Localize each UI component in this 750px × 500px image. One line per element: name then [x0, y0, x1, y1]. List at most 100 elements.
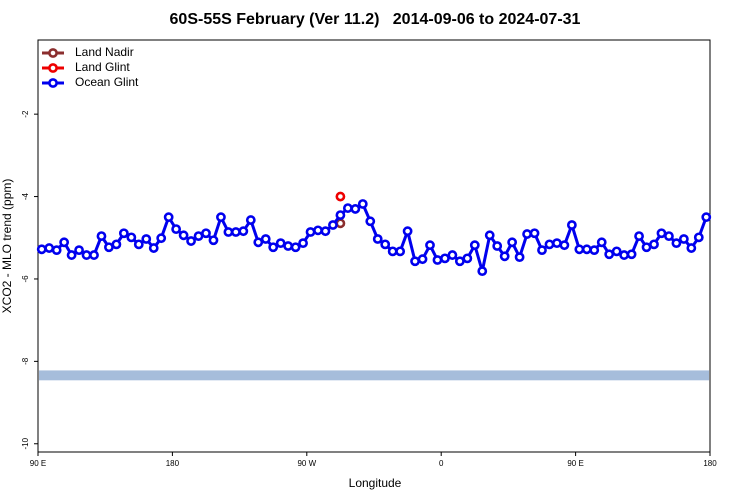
data-point — [283, 241, 294, 251]
legend-marker — [48, 78, 58, 88]
y-tick-label: -8 — [21, 357, 30, 365]
data-point — [462, 253, 473, 264]
data-point — [186, 236, 196, 246]
data-point — [260, 234, 271, 244]
data-point — [656, 228, 667, 239]
x-tick-label: 90 W — [297, 459, 316, 468]
data-point — [596, 237, 607, 248]
y-tick-label: -2 — [21, 110, 30, 118]
data-point — [686, 243, 697, 253]
data-point — [96, 231, 107, 242]
data-point — [156, 233, 167, 244]
data-point — [701, 212, 712, 223]
data-point — [499, 251, 510, 262]
legend-label: Land Glint — [75, 60, 130, 74]
data-point — [335, 210, 346, 220]
data-point — [201, 228, 211, 239]
data-point — [275, 238, 286, 249]
data-point — [619, 250, 630, 260]
data-point — [253, 237, 264, 248]
data-point — [298, 238, 308, 249]
data-point — [223, 227, 234, 237]
data-point — [417, 254, 428, 265]
data-point — [59, 237, 70, 248]
data-point — [350, 204, 361, 214]
x-tick-label: 90 E — [567, 459, 583, 468]
data-point — [163, 212, 174, 223]
data-point — [522, 229, 532, 239]
x-tick-label: 90 E — [30, 459, 46, 468]
y-tick-label: -6 — [21, 275, 30, 283]
data-point — [410, 256, 420, 267]
legend-label: Ocean Glint — [75, 75, 139, 89]
data-point — [216, 212, 226, 223]
data-point — [678, 234, 689, 244]
data-point — [589, 245, 600, 256]
data-point — [440, 253, 450, 264]
legend-marker — [48, 48, 58, 58]
data-point — [492, 241, 503, 251]
data-point — [574, 244, 585, 255]
data-point — [74, 245, 84, 256]
data-point — [208, 235, 219, 246]
data-point — [529, 228, 540, 239]
data-point — [44, 243, 55, 253]
data-point — [245, 215, 256, 225]
data-point — [447, 250, 458, 260]
data-point — [469, 240, 480, 251]
y-tick-label: -10 — [21, 437, 30, 449]
data-point — [126, 232, 137, 243]
data-point — [380, 239, 391, 250]
data-point — [305, 227, 316, 237]
data-point — [372, 234, 383, 244]
data-point — [566, 220, 577, 230]
data-point — [51, 245, 62, 256]
data-point — [104, 242, 114, 253]
data-point — [81, 250, 92, 260]
data-point — [320, 226, 331, 237]
data-point — [335, 191, 346, 202]
data-point — [193, 231, 204, 242]
data-point — [290, 242, 301, 253]
data-point — [634, 231, 644, 242]
data-point — [552, 238, 562, 249]
data-point — [641, 242, 652, 253]
data-point — [89, 250, 99, 260]
data-point — [484, 230, 495, 241]
data-point — [544, 239, 555, 250]
data-point — [141, 234, 152, 244]
data-point — [36, 244, 47, 255]
x-tick-label: 0 — [439, 459, 444, 468]
y-tick-label: -4 — [21, 192, 30, 200]
data-point — [425, 240, 435, 251]
data-point — [313, 225, 323, 236]
data-point — [581, 244, 592, 255]
data-point — [133, 239, 144, 250]
data-point — [626, 249, 637, 260]
x-axis-label: Longitude — [349, 476, 402, 490]
data-point — [365, 216, 376, 227]
data-point — [66, 250, 77, 260]
data-point — [342, 203, 353, 213]
x-tick-label: 180 — [703, 459, 717, 468]
data-point — [604, 249, 615, 260]
y-axis-label: XCO2 - MLO trend (ppm) — [0, 179, 14, 314]
data-point — [178, 230, 189, 241]
data-point — [357, 199, 368, 209]
data-point — [171, 224, 182, 235]
data-point — [559, 240, 570, 251]
data-point — [454, 256, 465, 267]
data-point — [230, 227, 241, 237]
data-point — [387, 246, 398, 257]
data-point — [649, 239, 659, 250]
data-point — [477, 266, 488, 277]
plot-frame — [37, 39, 711, 453]
data-point — [328, 220, 338, 230]
data-point — [537, 245, 547, 256]
data-point — [118, 228, 129, 239]
data-point — [671, 238, 682, 249]
data-point — [693, 232, 704, 243]
data-point — [507, 237, 518, 248]
data-point — [432, 255, 443, 265]
